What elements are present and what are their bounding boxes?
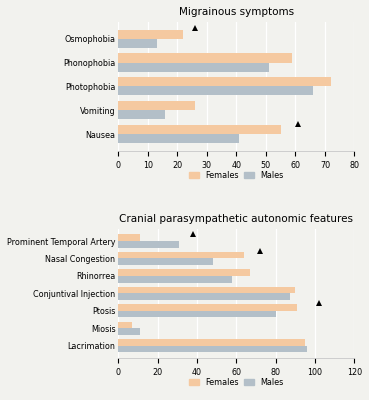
Legend: Females, Males: Females, Males (186, 168, 286, 183)
Bar (118, 287, 296, 293)
Bar (118, 304, 297, 311)
Bar (118, 311, 276, 318)
Bar (118, 134, 239, 143)
Bar (118, 293, 290, 300)
Bar (118, 234, 140, 241)
Bar (118, 276, 232, 282)
Bar (118, 54, 293, 62)
Legend: Females, Males: Females, Males (186, 374, 286, 390)
Bar (118, 322, 132, 328)
Bar (118, 110, 165, 119)
Bar (118, 39, 156, 48)
Bar (118, 77, 331, 86)
Bar (118, 269, 250, 276)
Title: Cranial parasympathetic autonomic features: Cranial parasympathetic autonomic featur… (119, 214, 354, 224)
Bar (118, 30, 183, 39)
Title: Migrainous symptoms: Migrainous symptoms (179, 7, 294, 17)
Bar (118, 252, 244, 258)
Bar (118, 62, 269, 72)
Bar (118, 101, 195, 110)
Bar (118, 86, 313, 96)
Bar (118, 328, 140, 335)
Bar (118, 241, 179, 248)
Bar (118, 346, 307, 352)
Bar (118, 125, 281, 134)
Bar (118, 339, 305, 346)
Bar (118, 258, 213, 265)
